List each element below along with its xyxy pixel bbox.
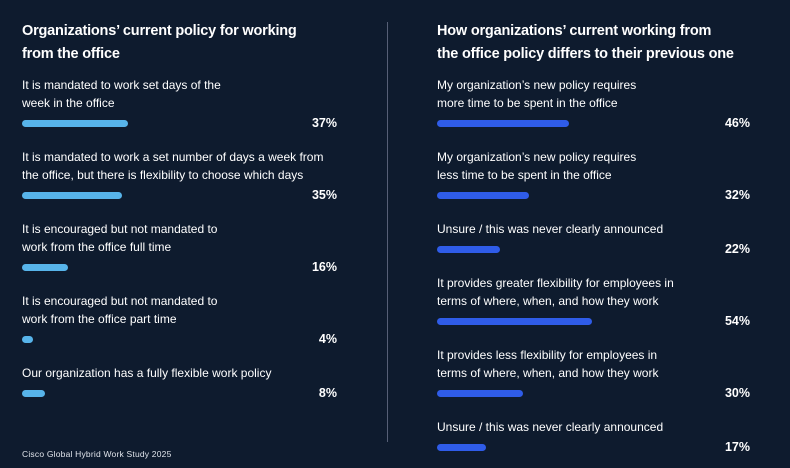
category-label: It is encouraged but not mandated to wor…: [22, 294, 218, 326]
left-chart-panel: Organizations’ current policy for workin…: [0, 0, 387, 468]
bar-row: 30%: [437, 386, 750, 400]
category-label: It is encouraged but not mandated to wor…: [22, 222, 218, 254]
bar: [437, 245, 501, 253]
bar-item: It provides less flexibility for employe…: [437, 346, 750, 400]
bar-item: Unsure / this was never clearly announce…: [437, 220, 750, 256]
bar: [22, 335, 34, 343]
bar-item: Our organization has a fully flexible wo…: [22, 364, 337, 400]
bar-row: 4%: [22, 332, 337, 346]
bar: [22, 119, 129, 127]
category-label: It provides greater flexibility for empl…: [437, 276, 674, 308]
left-chart-title: Organizations’ current policy for workin…: [22, 23, 297, 62]
category-label: Our organization has a fully flexible wo…: [22, 366, 272, 380]
bar-row: 54%: [437, 314, 750, 328]
value-label: 4%: [318, 332, 337, 346]
bar-row: 22%: [437, 242, 750, 256]
bar: [437, 191, 529, 199]
bar-item: It is mandated to work set days of the w…: [22, 76, 337, 130]
value-label: 17%: [724, 440, 750, 454]
category-label: It is mandated to work a set number of d…: [22, 150, 324, 182]
bar-row: 37%: [22, 116, 337, 130]
bar: [437, 119, 570, 127]
bar-row: 35%: [22, 188, 337, 202]
category-label: Unsure / this was never clearly announce…: [437, 222, 664, 236]
bar-item: It is mandated to work a set number of d…: [22, 148, 337, 202]
bar-item: Unsure / this was never clearly announce…: [437, 418, 750, 454]
bar: [22, 389, 45, 397]
bar-row: 17%: [437, 440, 750, 454]
bar: [437, 317, 592, 325]
bar-item: It is encouraged but not mandated to wor…: [22, 292, 337, 346]
value-label: 22%: [724, 242, 750, 256]
right-chart-title: How organizations’ current working from …: [437, 23, 734, 62]
category-label: My organization’s new policy requires mo…: [437, 78, 637, 110]
value-label: 30%: [724, 386, 750, 400]
bar: [22, 263, 68, 271]
bar: [22, 191, 123, 199]
value-label: 8%: [318, 386, 337, 400]
category-label: Unsure / this was never clearly announce…: [437, 420, 664, 434]
bar-row: 32%: [437, 188, 750, 202]
category-label: It provides less flexibility for employe…: [437, 348, 659, 380]
value-label: 54%: [724, 314, 750, 328]
right-chart-panel: How organizations’ current working from …: [388, 0, 790, 468]
bar-row: 46%: [437, 116, 750, 130]
bar-row: 8%: [22, 386, 337, 400]
value-label: 35%: [311, 188, 337, 202]
value-label: 37%: [311, 116, 337, 130]
value-label: 32%: [724, 188, 750, 202]
category-label: My organization’s new policy requires le…: [437, 150, 637, 182]
bar-item: It is encouraged but not mandated to wor…: [22, 220, 337, 274]
value-label: 46%: [724, 116, 750, 130]
bar-row: 16%: [22, 260, 337, 274]
panel-divider: [387, 22, 388, 442]
source-note: Cisco Global Hybrid Work Study 2025: [22, 449, 172, 459]
bar: [437, 389, 524, 397]
bar-item: My organization’s new policy requires le…: [437, 148, 750, 202]
value-label: 16%: [311, 260, 337, 274]
bar-item: My organization’s new policy requires mo…: [437, 76, 750, 130]
category-label: It is mandated to work set days of the w…: [22, 78, 221, 110]
bar-item: It provides greater flexibility for empl…: [437, 274, 750, 328]
bar: [437, 443, 486, 451]
